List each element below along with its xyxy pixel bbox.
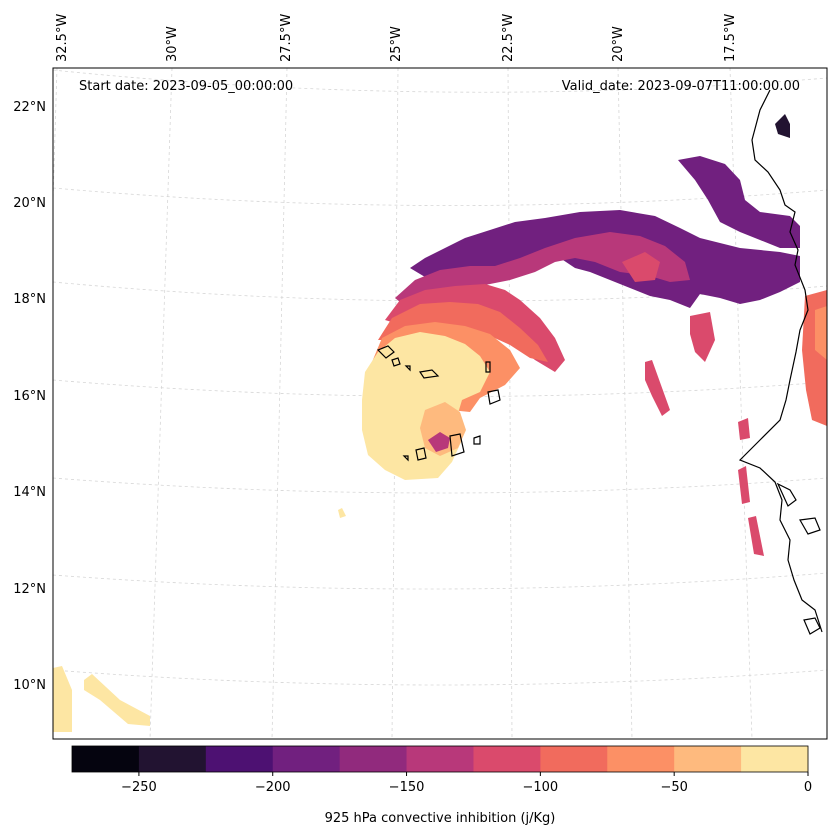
colorbar-tick-label: 0 xyxy=(804,780,812,795)
colorbar-tick-label: −250 xyxy=(121,780,157,795)
colorbar-swatch xyxy=(339,746,408,772)
colorbar-swatch xyxy=(741,746,809,772)
start-date-label: Start date: 2023-09-05_00:00:00 xyxy=(79,79,293,94)
map-border xyxy=(52,67,828,740)
lon-label: 22.5°W xyxy=(501,14,516,62)
colorbar-tick-label: −50 xyxy=(660,780,687,795)
graticule xyxy=(52,67,828,740)
lon-labels: 32.5°W 30°W 27.5°W 25°W 22.5°W 20°W 17.5… xyxy=(55,14,738,62)
colorbar-swatch xyxy=(272,746,341,772)
cin-north-purple-blob xyxy=(775,114,790,138)
lat-label: 16°N xyxy=(13,389,46,404)
colorbar-tick-label: −200 xyxy=(255,780,291,795)
cin-sw-patch-2 xyxy=(84,674,150,726)
cin-sw-patch-1 xyxy=(53,666,72,732)
lon-label: 30°W xyxy=(165,26,180,62)
colorbar-swatch xyxy=(473,746,541,772)
cape-verde-islands xyxy=(376,345,501,462)
cin-sw-patch-3 xyxy=(338,508,346,518)
lon-label: 20°W xyxy=(611,26,626,62)
colorbar-swatch xyxy=(406,746,474,772)
colorbar-swatch xyxy=(205,746,274,772)
colorbar-label: 925 hPa convective inhibition (j/Kg) xyxy=(325,811,556,826)
coastline xyxy=(738,89,823,635)
valid-date-label: Valid_date: 2023-09-07T11:00:00.00 xyxy=(562,79,800,94)
lat-label: 10°N xyxy=(13,678,46,693)
lon-label: 32.5°W xyxy=(55,14,70,62)
lat-label: 20°N xyxy=(13,196,46,211)
cin-east-small-1 xyxy=(690,312,715,362)
colorbar-border xyxy=(71,745,809,773)
colorbar-swatch xyxy=(607,746,675,772)
colorbar-tick-label: −100 xyxy=(523,780,559,795)
cin-band-coral xyxy=(378,302,548,362)
cin-core xyxy=(428,432,450,452)
cin-east-small-4 xyxy=(738,466,750,504)
cin-east-strip-inner xyxy=(815,306,827,360)
cin-band-pink-blob xyxy=(622,252,660,282)
lat-label: 22°N xyxy=(13,100,46,115)
cin-east-small-5 xyxy=(748,516,764,556)
cin-band-magenta xyxy=(395,232,690,310)
colorbar-swatch xyxy=(540,746,608,772)
lon-label: 27.5°W xyxy=(279,14,294,62)
lon-label: 17.5°W xyxy=(723,14,738,62)
lat-label: 14°N xyxy=(13,485,46,500)
cin-east-small-2 xyxy=(645,360,670,416)
colorbar-swatch xyxy=(674,746,742,772)
lat-labels: 22°N 20°N 18°N 16°N 14°N 12°N 10°N xyxy=(13,100,46,693)
lat-label: 18°N xyxy=(13,292,46,307)
colorbar-swatch xyxy=(138,746,207,772)
cin-contours xyxy=(53,114,827,732)
cin-band-purple-north xyxy=(678,156,800,248)
colorbar-swatch xyxy=(72,746,140,772)
lat-label: 12°N xyxy=(13,582,46,597)
cin-east-small-3 xyxy=(738,418,750,440)
lon-label: 25°W xyxy=(389,26,404,62)
colorbar-tick-label: −150 xyxy=(389,780,425,795)
colorbar: −250 −200 −150 −100 −50 0 xyxy=(71,745,812,795)
